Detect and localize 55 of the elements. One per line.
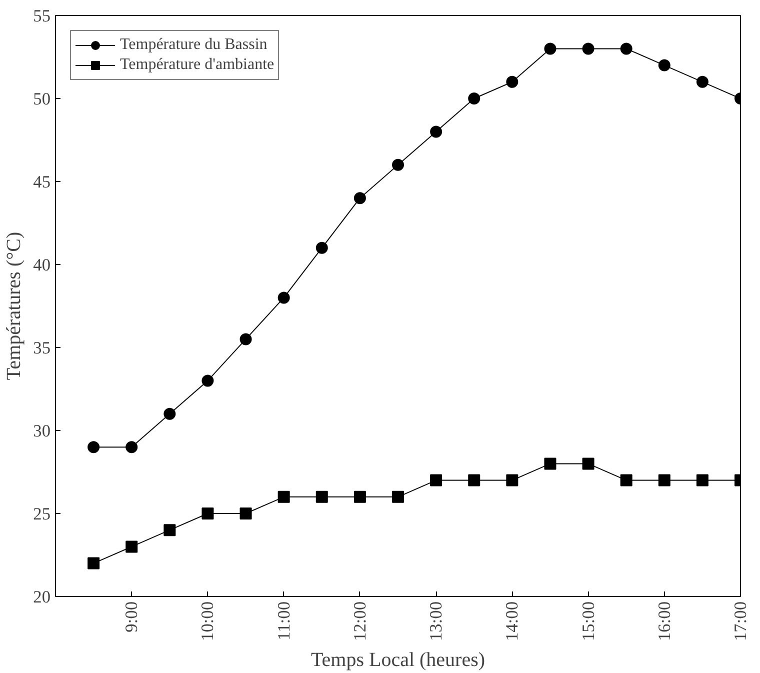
point (278, 292, 290, 304)
point (582, 42, 594, 55)
point (278, 490, 290, 503)
x-tick-label: 10:00 (198, 601, 218, 641)
point (164, 524, 176, 536)
y-tick-label: 20 (33, 588, 50, 606)
legend-label: Température du Bassin (120, 36, 268, 54)
point (430, 126, 442, 138)
point (354, 192, 366, 204)
x-tick-label: 13:00 (426, 601, 446, 641)
y-tick-label: 25 (33, 504, 50, 524)
point (620, 474, 632, 486)
point (544, 458, 556, 470)
point (316, 242, 328, 254)
point (468, 474, 480, 486)
x-tick-label: 16:00 (654, 601, 674, 641)
y-tick-label: 55 (33, 6, 50, 26)
point (316, 490, 328, 503)
point (430, 474, 442, 486)
x-tick-label: 15:00 (578, 601, 598, 641)
point (126, 540, 138, 553)
point (240, 333, 252, 346)
point (202, 374, 214, 387)
point (126, 441, 138, 454)
point (88, 557, 100, 570)
point (582, 458, 594, 470)
point (658, 59, 670, 72)
y-tick-label: 40 (33, 256, 50, 274)
y-tick-label: 50 (33, 90, 50, 108)
x-axis-title: Temps Local (heures) (310, 648, 486, 671)
point (620, 42, 632, 55)
point (164, 408, 176, 420)
x-tick-label: 17:00 (731, 601, 750, 641)
point (506, 76, 518, 88)
point (240, 508, 252, 520)
point (392, 158, 404, 171)
point (88, 441, 100, 454)
point (658, 474, 670, 486)
point (202, 508, 214, 520)
x-tick-label: 11:00 (274, 602, 294, 640)
y-tick-label: 45 (33, 172, 50, 192)
point (354, 490, 366, 503)
y-axis-title: Températures (°C) (3, 232, 26, 380)
x-tick-label: 14:00 (502, 601, 522, 641)
point (392, 490, 404, 503)
point (468, 92, 480, 104)
x-tick-label: 12:00 (350, 601, 370, 641)
legend-label: Température d'ambiante (120, 56, 274, 74)
point (544, 42, 556, 55)
point (696, 76, 708, 88)
point (506, 474, 518, 486)
point (696, 474, 708, 486)
y-tick-label: 30 (33, 422, 50, 440)
x-tick-label: 9:00 (122, 601, 142, 632)
y-tick-label: 35 (33, 338, 50, 358)
